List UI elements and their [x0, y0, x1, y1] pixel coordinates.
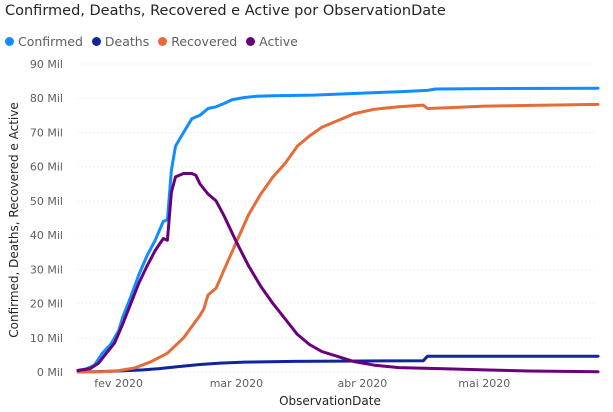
- x-tick-label: mai 2020: [458, 377, 510, 390]
- legend-marker: [246, 36, 256, 46]
- y-tick-label: 40 Mil: [30, 229, 63, 242]
- y-tick-label: 0 Mil: [37, 366, 63, 379]
- y-axis-title: Confirmed, Deaths, Recovered e Active: [7, 102, 21, 338]
- y-tick-label: 60 Mil: [30, 161, 63, 174]
- legend-marker: [158, 36, 168, 46]
- legend-item-confirmed[interactable]: Confirmed: [5, 34, 83, 49]
- legend-label: Confirmed: [18, 33, 83, 49]
- x-axis-title: ObservationDate: [279, 394, 381, 408]
- y-tick-label: 10 Mil: [30, 332, 63, 345]
- y-tick-label: 70 Mil: [30, 126, 63, 139]
- x-tick-label: fev 2020: [94, 377, 143, 390]
- series-line-confirmed: [76, 86, 600, 372]
- x-tick-label: abr 2020: [338, 377, 388, 390]
- y-tick-label: 30 Mil: [30, 263, 63, 276]
- legend-marker: [91, 36, 101, 46]
- legend-marker: [5, 36, 14, 46]
- series-line-recovered: [76, 102, 600, 374]
- y-tick-label: 20 Mil: [30, 298, 63, 311]
- legend-item-deaths[interactable]: Deaths: [91, 33, 150, 49]
- y-tick-label: 50 Mil: [30, 195, 63, 208]
- y-tick-label: 90 Mil: [30, 58, 63, 71]
- x-tick-label: mar 2020: [210, 377, 263, 390]
- legend-item-recovered[interactable]: Recovered: [158, 34, 237, 49]
- chart-title: Confirmed, Deaths, Recovered e Active po…: [5, 3, 446, 19]
- legend-label: Deaths: [104, 33, 150, 49]
- legend-label: Recovered: [171, 33, 238, 49]
- legend-item-active[interactable]: Active: [246, 34, 298, 49]
- y-tick-label: 80 Mil: [30, 92, 63, 105]
- series-line-active: [76, 172, 600, 374]
- legend-label: Active: [259, 33, 298, 49]
- legend: Confirmed Deaths Recovered Active: [5, 33, 307, 49]
